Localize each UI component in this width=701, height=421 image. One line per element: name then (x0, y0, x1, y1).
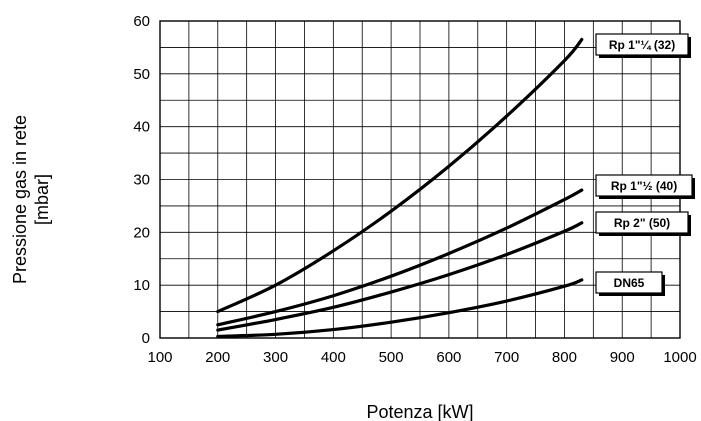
x-axis-ticks: 100 200 300 400 500 600 700 800 900 1000 (147, 349, 696, 366)
y-tick-label: 0 (142, 330, 150, 347)
series-label: DN65 (614, 276, 645, 290)
x-tick-label: 700 (494, 349, 519, 366)
x-tick-label: 800 (552, 349, 577, 366)
y-tick-label: 30 (133, 172, 150, 189)
x-tick-label: 500 (379, 349, 404, 366)
y-tick-label: 50 (133, 66, 150, 83)
y-axis-title-line-1: Pressione gas in rete (10, 115, 30, 284)
series-label: Rp 2" (50) (614, 216, 670, 230)
series-label: Rp 1"½ (40) (611, 179, 677, 193)
series-lines (218, 39, 582, 336)
x-tick-label: 300 (263, 349, 288, 366)
series-label-box: Rp 2" (50) (596, 212, 691, 236)
series-line (218, 39, 582, 311)
y-tick-label: 60 (133, 13, 150, 30)
y-axis-title-line-2: [mbar] (32, 174, 52, 225)
x-axis-title: Potenza [kW] (366, 402, 473, 421)
y-axis-ticks: 0 10 20 30 40 50 60 (133, 13, 150, 347)
x-tick-label: 1000 (663, 349, 696, 366)
y-tick-label: 40 (133, 119, 150, 136)
x-tick-label: 400 (321, 349, 346, 366)
y-tick-label: 20 (133, 224, 150, 241)
series-label-box: Rp 1"¼ (32) (596, 34, 691, 58)
y-axis-title: Pressione gas in rete [mbar] (10, 115, 52, 284)
x-tick-label: 100 (147, 349, 172, 366)
x-tick-label: 900 (610, 349, 635, 366)
series-label-box: DN65 (596, 272, 665, 296)
x-tick-label: 200 (205, 349, 230, 366)
series-label-box: Rp 1"½ (40) (596, 175, 695, 199)
series-label: Rp 1"¼ (32) (609, 38, 675, 52)
x-tick-label: 600 (436, 349, 461, 366)
y-tick-label: 10 (133, 277, 150, 294)
series-line (218, 190, 582, 325)
